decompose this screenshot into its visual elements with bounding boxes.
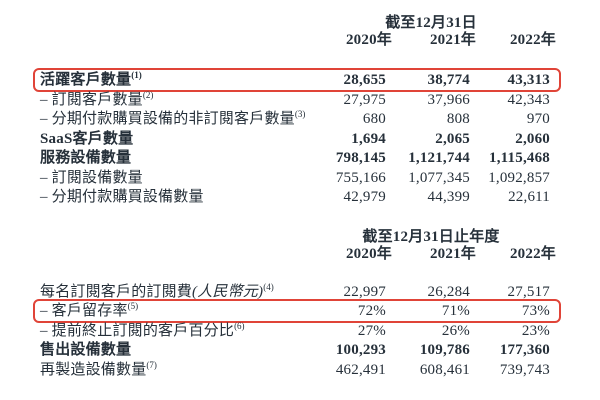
- row-label: – 提前終止訂閱的客戶百分比(6): [40, 320, 306, 342]
- row-label: – 客戶留存率(5): [40, 302, 306, 322]
- row-value-2021: 1,121,744: [408, 150, 470, 166]
- row-value-2022: 970: [526, 111, 550, 127]
- table2-period-header: 截至12月31日止年度: [362, 228, 500, 245]
- row-label-text: – 提前終止訂閱的客戶百分比: [40, 322, 235, 339]
- table1-year-2022: 2022年: [509, 32, 556, 48]
- row-value-2021: 44,399: [427, 189, 470, 205]
- table1-period-header-row: 截至12月31日: [40, 14, 556, 32]
- footnote-ref: (2): [142, 89, 154, 100]
- table2-period-header-row: 截至12月31日止年度: [40, 228, 556, 246]
- row-label-text: – 分期付款購買設備數量: [40, 189, 204, 205]
- row-value-2022: 42,343: [507, 91, 550, 108]
- row-value-2020: 680: [362, 111, 386, 127]
- row-value-2022: 177,360: [499, 342, 550, 358]
- row-value-2020: 42,979: [343, 189, 386, 205]
- row-value-2022: 23%: [521, 322, 550, 339]
- row-value-2021: 37,966: [427, 91, 470, 108]
- row-value-2020: 1,694: [351, 130, 386, 147]
- footnote-ref: (6): [234, 320, 245, 331]
- row-value-2020: 798,145: [335, 150, 386, 166]
- table1-year-2020: 2020年: [345, 32, 392, 48]
- row-label-text: – 客戶留存率: [40, 303, 128, 319]
- row-label-text: SaaS客戶數量: [40, 130, 134, 147]
- row-value-2022: 739,743: [499, 361, 550, 378]
- row-label-text: 售出設備數量: [40, 342, 132, 358]
- row-label-text: 每名訂閱客戶的訂閱費: [40, 283, 193, 300]
- table2-row-remanufactured-devices: 再製造設備數量(7) 462,491 608,461 739,743: [40, 359, 556, 381]
- row-label: 再製造設備數量(7): [40, 359, 306, 381]
- row-value-2022: 22,611: [508, 189, 550, 205]
- table1-row-serviced-devices: 服務設備數量 798,145 1,121,744 1,115,468: [40, 149, 556, 169]
- row-value-2021: 808: [446, 111, 470, 127]
- row-value-2020: 27%: [357, 322, 386, 339]
- row-value-2021: 2,065: [435, 130, 470, 147]
- row-value-2020: 28,655: [343, 72, 386, 88]
- row-value-2021: 26,284: [427, 283, 470, 300]
- row-value-2020: 462,491: [335, 361, 386, 378]
- row-value-2021: 1,077,345: [408, 169, 470, 186]
- row-value-2022: 27,517: [507, 283, 550, 300]
- row-value-2021: 109,786: [419, 342, 470, 358]
- row-label: – 訂閱設備數量: [40, 169, 306, 189]
- footnote-ref: (1): [131, 70, 142, 80]
- row-value-2021: 71%: [441, 303, 470, 319]
- row-label-italic: (人民幣元): [192, 283, 264, 300]
- table2-year-2022: 2022年: [509, 245, 556, 262]
- row-label: – 分期付款購買設備數量: [40, 188, 306, 208]
- row-label: 服務設備數量: [40, 149, 306, 169]
- footnote-ref: (5): [127, 301, 139, 311]
- row-label: 活躍客戶數量(1): [40, 71, 306, 91]
- table1-row-installment-nonsubscription-customers: – 分期付款購買設備的非訂閱客戶數量(3) 680 808 970: [40, 110, 556, 130]
- row-value-2022: 1,092,857: [488, 169, 550, 186]
- table2-row-devices-sold: 售出設備數量 100,293 109,786 177,360: [40, 341, 556, 361]
- row-label: – 訂閱客戶數量(2): [40, 89, 306, 111]
- footnote-ref: (7): [146, 359, 157, 370]
- row-label-text: 再製造設備數量: [40, 361, 147, 378]
- row-value-2021: 608,461: [419, 361, 470, 378]
- table1-year-2021: 2021年: [429, 32, 476, 48]
- table2-year-2020: 2020年: [345, 245, 392, 262]
- table1-period-header: 截至12月31日: [385, 15, 477, 31]
- row-value-2021: 26%: [441, 322, 470, 339]
- table2-year-header-row: 2020年 2021年 2022年: [40, 246, 556, 263]
- row-label-text: 活躍客戶數量: [40, 72, 132, 88]
- table1-row-installment-devices: – 分期付款購買設備數量 42,979 44,399 22,611: [40, 188, 556, 208]
- table2-row-subscription-fee: 每名訂閱客戶的訂閱費(人民幣元)(4) 22,997 26,284 27,517: [40, 281, 556, 303]
- row-label: 每名訂閱客戶的訂閱費(人民幣元)(4): [40, 281, 306, 303]
- table2-year-2021: 2021年: [429, 245, 476, 262]
- table2-row-customer-retention-rate: – 客戶留存率(5) 72% 71% 73%: [33, 299, 561, 323]
- table1-row-subscription-devices: – 訂閱設備數量 755,166 1,077,345 1,092,857: [40, 169, 556, 189]
- table1-year-header-row: 2020年 2021年 2022年: [40, 32, 556, 49]
- table2-row-early-termination-percentage: – 提前終止訂閱的客戶百分比(6) 27% 26% 23%: [40, 320, 556, 342]
- row-value-2022: 2,060: [515, 130, 550, 147]
- row-value-2020: 100,293: [335, 342, 386, 358]
- row-value-2022: 73%: [521, 303, 550, 319]
- row-label: – 分期付款購買設備的非訂閱客戶數量(3): [40, 110, 306, 130]
- row-label: SaaS客戶數量: [40, 130, 306, 150]
- row-value-2022: 43,313: [507, 72, 550, 88]
- footnote-ref: (4): [263, 281, 274, 292]
- row-value-2020: 27,975: [343, 91, 386, 108]
- row-value-2020: 22,997: [343, 283, 386, 300]
- row-value-2022: 1,115,468: [489, 150, 550, 166]
- table1-row-active-customers: 活躍客戶數量(1) 28,655 38,774 43,313: [33, 68, 561, 92]
- row-label-text: – 分期付款購買設備的非訂閱客戶數量: [40, 111, 295, 127]
- row-value-2021: 38,774: [427, 72, 470, 88]
- table1-row-saas-customers: SaaS客戶數量 1,694 2,065 2,060: [40, 130, 556, 150]
- row-label: 售出設備數量: [40, 341, 306, 361]
- row-label-text: 服務設備數量: [40, 150, 132, 166]
- table1-row-subscription-customers: – 訂閱客戶數量(2) 27,975 37,966 42,343: [40, 89, 556, 111]
- row-label-text: – 訂閱設備數量: [40, 169, 143, 186]
- row-label-text: – 訂閱客戶數量: [40, 91, 143, 108]
- footnote-ref: (3): [294, 109, 306, 119]
- row-value-2020: 755,166: [335, 169, 386, 186]
- row-value-2020: 72%: [357, 303, 386, 319]
